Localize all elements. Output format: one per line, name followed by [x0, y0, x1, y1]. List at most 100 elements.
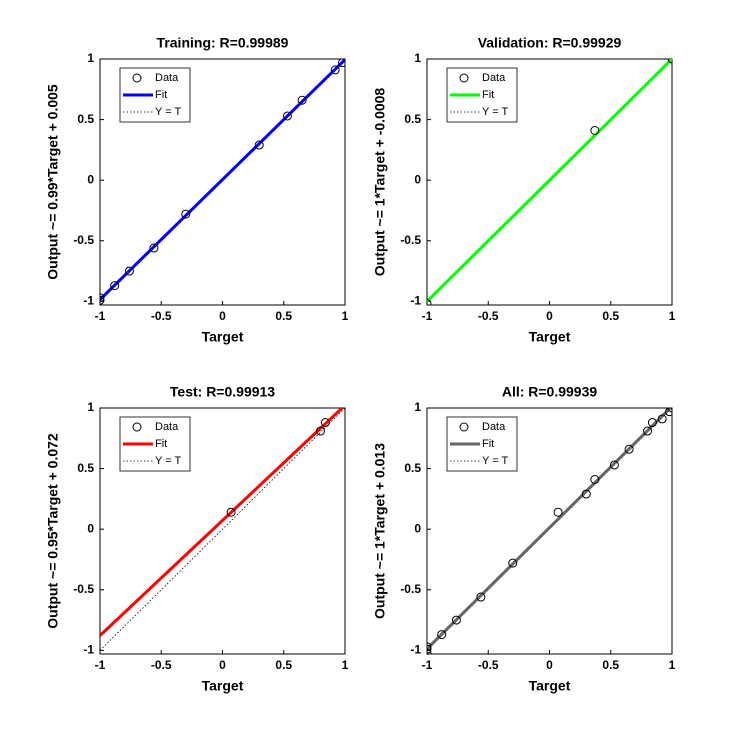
y-axis-label: Output ~= 0.95*Target + 0.072: [45, 433, 61, 629]
chart-title: All: R=0.99939: [502, 384, 598, 400]
y-axis-label: Output ~= 1*Target + -0.0008: [372, 88, 388, 277]
x-tick-label: 0.5: [275, 658, 292, 672]
chart-title: Validation: R=0.99929: [478, 35, 622, 51]
x-tick-label: -0.5: [478, 309, 499, 323]
data-point: [110, 281, 120, 291]
chart-title: Training: R=0.99989: [157, 35, 289, 51]
legend-label: Data: [482, 421, 506, 433]
x-tick-label: -1: [422, 658, 433, 672]
subplot: -1 -0.5 0 0.5 1 -1 -0.5 0 0.5 1 All: R=0.99939 Targ…: [372, 384, 676, 694]
data-point: [643, 426, 652, 436]
x-tick-label: 0: [219, 309, 226, 323]
data-point: [427, 644, 432, 654]
x-tick-label: 1: [669, 658, 676, 672]
x-tick-label: -0.5: [151, 658, 172, 672]
y-tick-label: 1: [414, 51, 421, 65]
y-axis-label: Output ~= 1*Target + 0.013: [372, 443, 388, 619]
fit-line: [427, 59, 672, 303]
y-tick-label: -1: [83, 643, 94, 657]
x-tick-label: 0: [219, 658, 226, 672]
data-point: [100, 293, 105, 303]
fit-line: [427, 408, 672, 650]
y-tick-label: -1: [83, 294, 94, 308]
data-point: [553, 507, 563, 517]
y-tick-label: -1: [410, 643, 421, 657]
data-point: [609, 460, 619, 470]
y-tick-label: 1: [87, 400, 94, 414]
data-point: [647, 418, 657, 428]
legend-label: Y = T: [155, 455, 181, 467]
data-point: [282, 111, 292, 121]
data-point: [330, 65, 340, 75]
legend-marker: [459, 73, 469, 83]
plot-area: [427, 59, 672, 305]
data-point: [320, 418, 330, 428]
legend-label: Y = T: [155, 106, 181, 118]
chart-title: Test: R=0.99913: [170, 384, 275, 400]
y-tick-label: 0: [87, 172, 94, 186]
y-tick-label: 0.5: [404, 112, 421, 126]
y-tick-label: 0: [414, 521, 421, 535]
y-tick-label: 0.5: [77, 112, 94, 126]
data-point: [427, 642, 432, 652]
y-tick-label: -0.5: [73, 233, 94, 247]
x-axis-label: Target: [202, 329, 244, 345]
legend: Data Fit Y = T: [446, 67, 518, 123]
y-tick-label: 0.5: [77, 461, 94, 475]
x-axis-label: Target: [529, 329, 571, 345]
data-point: [581, 489, 591, 499]
x-tick-label: -1: [95, 658, 106, 672]
plot-area: [427, 408, 672, 654]
x-tick-label: 0: [546, 658, 553, 672]
fit-line: [100, 408, 345, 637]
y-tick-label: 0: [414, 172, 421, 186]
data-point: [226, 507, 236, 517]
data-point: [590, 474, 600, 484]
plot-area: [100, 59, 345, 305]
legend-label: Y = T: [482, 106, 508, 118]
legend-label: Fit: [482, 89, 494, 101]
y-axis-label: Output ~= 0.99*Target + 0.005: [45, 84, 61, 280]
data-point: [427, 648, 432, 654]
x-tick-label: 1: [342, 658, 349, 672]
x-tick-label: 0.5: [275, 309, 292, 323]
y-tick-label: 1: [414, 400, 421, 414]
subplot: -1 -0.5 0 0.5 1 -1 -0.5 0 0.5 1 Training: R=0.9998…: [45, 35, 349, 345]
legend-label: Data: [482, 72, 506, 84]
data-point: [437, 630, 447, 640]
y-tick-label: 0.5: [404, 461, 421, 475]
data-point: [316, 426, 325, 436]
data-point: [665, 408, 672, 417]
data-point: [451, 615, 461, 625]
legend-marker: [132, 73, 142, 83]
plot-area: [100, 408, 345, 651]
data-point: [338, 59, 345, 68]
data-point: [297, 95, 307, 105]
legend-label: Fit: [155, 89, 167, 101]
y-tick-label: 1: [87, 51, 94, 65]
y-tick-label: -1: [410, 294, 421, 308]
data-point: [624, 444, 634, 454]
y-tick-label: -0.5: [73, 582, 94, 596]
data-point: [149, 243, 159, 253]
data-point: [508, 558, 518, 568]
x-tick-label: 1: [342, 309, 349, 323]
legend-marker: [132, 422, 142, 432]
data-point: [124, 266, 134, 276]
fit-line: [100, 59, 345, 301]
legend-label: Fit: [155, 438, 167, 450]
legend: Data Fit Y = T: [119, 67, 191, 123]
data-point: [657, 414, 667, 424]
y-tick-label: 0: [87, 521, 94, 535]
x-tick-label: 0.5: [602, 658, 619, 672]
data-point: [476, 592, 486, 602]
data-point: [254, 140, 264, 150]
x-tick-label: -0.5: [478, 658, 499, 672]
legend: Data Fit Y = T: [119, 416, 191, 472]
data-point: [427, 299, 432, 305]
x-tick-label: -1: [422, 309, 433, 323]
data-point: [590, 125, 600, 135]
legend-label: Y = T: [482, 455, 508, 467]
x-tick-label: 1: [669, 309, 676, 323]
